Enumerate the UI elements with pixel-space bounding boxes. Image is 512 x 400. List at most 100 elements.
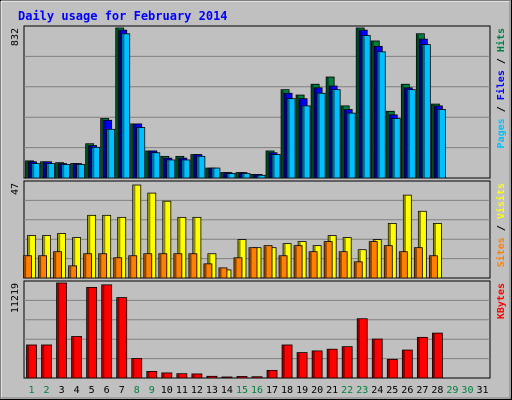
bar-shade bbox=[219, 268, 222, 278]
bar-shade bbox=[101, 119, 104, 178]
bar-shade bbox=[429, 256, 432, 278]
legend-separator: / bbox=[496, 52, 507, 70]
bar-sites-day-5 bbox=[83, 253, 93, 279]
bar-shade bbox=[204, 264, 207, 278]
bar-shade bbox=[281, 90, 284, 178]
bar-pages-day-9 bbox=[151, 152, 161, 179]
bar-shade bbox=[357, 319, 360, 378]
bar-shade bbox=[282, 345, 285, 378]
bar-pages-day-7 bbox=[121, 33, 131, 179]
bar-shade bbox=[39, 256, 42, 278]
bar-shade bbox=[209, 168, 212, 178]
bar-shade bbox=[371, 41, 374, 178]
bar-pages-day-26 bbox=[406, 89, 416, 179]
bar-pages-day-10 bbox=[166, 159, 176, 179]
bar-shade bbox=[407, 90, 410, 178]
bar-sites-day-22 bbox=[338, 251, 348, 279]
bar-shade bbox=[344, 110, 347, 178]
x-axis-labels: 1 2 3 4 5 6 7 8 9 10 11 12 13 14 15 16 17 18 19 20 21 22 23 24 2… bbox=[29, 385, 489, 396]
bar-sites-day-24 bbox=[368, 241, 378, 279]
bar-kbytes-day-19 bbox=[296, 352, 308, 379]
x-label-day-21: 21 bbox=[326, 385, 338, 396]
x-label-day-31: 31 bbox=[476, 385, 488, 396]
bar-shade bbox=[354, 262, 357, 278]
bar-shade bbox=[309, 252, 312, 278]
bar-shade bbox=[266, 151, 269, 178]
bar-shade bbox=[433, 224, 436, 278]
bar-shade bbox=[302, 106, 305, 178]
x-label-day-27: 27 bbox=[416, 385, 428, 396]
bar-kbytes-day-25 bbox=[386, 358, 398, 379]
bar-shade bbox=[197, 156, 200, 178]
legend-visits: Visits bbox=[495, 183, 507, 219]
bar-shade bbox=[191, 155, 194, 178]
bar-kbytes-day-5 bbox=[86, 286, 98, 379]
bar-shade bbox=[174, 254, 177, 278]
bar-sites-day-9 bbox=[143, 253, 153, 279]
x-label-day-19: 19 bbox=[296, 385, 308, 396]
x-label-day-17: 17 bbox=[266, 385, 278, 396]
x-label-day-20: 20 bbox=[311, 385, 323, 396]
bar-shade bbox=[422, 45, 425, 178]
series-legend: Pages / Files / Hits bbox=[495, 28, 507, 148]
bar-shade bbox=[347, 113, 350, 178]
bar-shade bbox=[254, 174, 257, 178]
bar-sites-day-28 bbox=[428, 255, 438, 279]
bar-pages-day-15 bbox=[241, 173, 251, 179]
bar-kbytes-day-4 bbox=[71, 336, 83, 379]
bar-shade bbox=[437, 110, 440, 178]
bar-shade bbox=[117, 298, 120, 378]
bar-pages-day-20 bbox=[316, 92, 326, 179]
legend-sites: Sites bbox=[495, 237, 507, 267]
bar-shade bbox=[287, 99, 290, 178]
bar-shade bbox=[404, 88, 407, 178]
bar-kbytes-day-14 bbox=[221, 376, 233, 379]
bar-pages-day-21 bbox=[331, 89, 341, 179]
bar-sites-day-27 bbox=[413, 247, 423, 279]
bar-kbytes-day-9 bbox=[146, 370, 158, 379]
bar-sites-day-17 bbox=[263, 245, 273, 279]
bar-kbytes-day-6 bbox=[101, 284, 113, 379]
x-label-day-25: 25 bbox=[386, 385, 398, 396]
legend-pages: Pages bbox=[496, 118, 507, 148]
bar-shade bbox=[294, 246, 297, 278]
legend-files: Files bbox=[495, 70, 507, 100]
x-label-day-26: 26 bbox=[401, 385, 413, 396]
bar-shade bbox=[129, 256, 132, 278]
bar-shade bbox=[176, 156, 179, 178]
bar-shade bbox=[149, 151, 152, 178]
bar-shade bbox=[164, 158, 167, 178]
bar-shade bbox=[116, 28, 119, 178]
bar-pages-day-28 bbox=[436, 109, 446, 179]
bar-sites-day-2 bbox=[38, 255, 47, 279]
bar-shade bbox=[242, 174, 245, 178]
bar-sites-day-3 bbox=[53, 251, 62, 279]
bar-shade bbox=[341, 106, 344, 178]
bar-shade bbox=[134, 124, 137, 178]
bar-shade bbox=[327, 349, 330, 378]
bar-shade bbox=[431, 104, 434, 178]
legend-kbytes: KBytes bbox=[496, 283, 507, 319]
bar-kbytes-day-18 bbox=[281, 344, 293, 379]
bar-kbytes-day-3 bbox=[56, 282, 67, 379]
bar-kbytes-day-28 bbox=[431, 332, 443, 379]
bar-shade bbox=[402, 350, 405, 378]
bar-shade bbox=[72, 337, 75, 378]
bar-sites-day-12 bbox=[188, 253, 198, 279]
bar-shade bbox=[86, 144, 89, 178]
bar-shade bbox=[434, 106, 437, 178]
bar-kbytes-day-21 bbox=[326, 348, 338, 379]
bar-pages-day-24 bbox=[376, 51, 386, 179]
bar-kbytes-day-22 bbox=[341, 346, 353, 379]
y-max-label: 832 bbox=[10, 28, 21, 46]
bar-shade bbox=[299, 99, 302, 178]
bar-shade bbox=[159, 254, 162, 278]
bar-sites-day-25 bbox=[383, 245, 393, 279]
bar-shade bbox=[356, 28, 359, 178]
bar-shade bbox=[312, 351, 315, 378]
bar-pages-day-17 bbox=[271, 154, 281, 179]
bar-pages-day-11 bbox=[181, 159, 191, 179]
bar-shade bbox=[137, 128, 140, 178]
bar-shade bbox=[272, 155, 275, 178]
